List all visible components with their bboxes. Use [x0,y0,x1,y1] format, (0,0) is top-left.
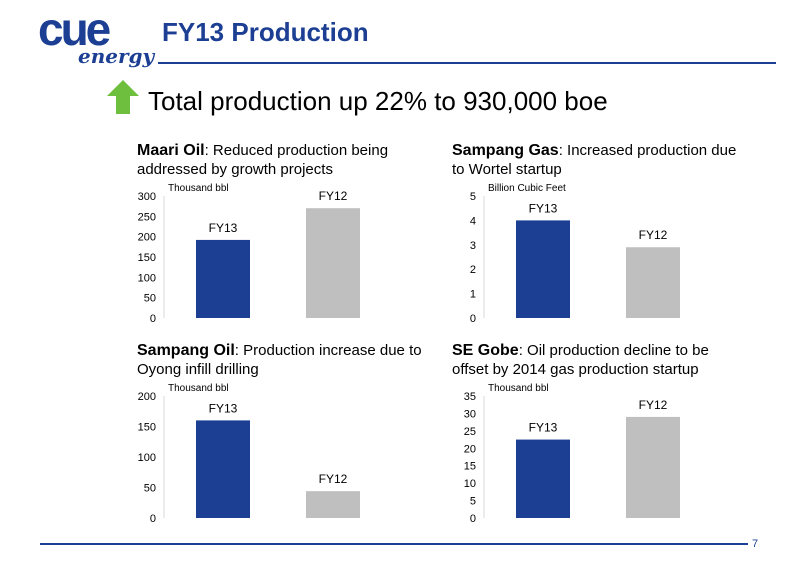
y-tick-label: 4 [470,215,476,227]
y-tick-label: 1 [470,289,476,301]
panel-3-text: : Production increase due to Oyong infil… [137,342,422,378]
bar-label: FY13 [529,421,558,435]
logo-sub-text: energy [78,44,155,68]
y-tick-label: 300 [138,191,156,203]
panel-4-subtitle: SE Gobe: Oil production decline to be of… [452,341,742,379]
bar-label: FY13 [209,221,238,235]
y-tick-label: 10 [464,478,476,490]
title-divider [158,62,776,64]
y-tick-label: 3 [470,240,476,252]
footer-divider [40,543,748,545]
bar-label: FY12 [639,228,668,242]
panel-4-text: : Oil production decline to be offset by… [452,342,709,378]
y-tick-label: 2 [470,264,476,276]
panel-3-heading: Sampang Oil [137,342,235,359]
y-tick-label: 5 [470,496,476,508]
y-tick-label: 50 [144,483,156,495]
bar-fy12 [306,208,360,318]
bar-label: FY12 [319,472,348,486]
y-tick-label: 150 [138,422,156,434]
bar-fy12 [306,491,360,518]
panel-1-text: : Reduced production being addressed by … [137,142,389,178]
bar-label: FY13 [209,401,238,415]
y-tick-label: 5 [470,191,476,203]
y-tick-label: 20 [464,443,476,455]
y-tick-label: 25 [464,426,476,438]
page-title: FY13 Production [162,17,369,47]
panel-1-heading: Maari Oil [137,142,205,159]
unit-label: Thousand bbl [488,383,549,394]
sampang-gas-chart: 0 1 2 3 4 5 Billion Cubic Feet FY13 FY12 [470,183,680,325]
y-tick-label: 50 [144,293,156,305]
y-tick-label: 150 [138,252,156,264]
logo-main-text: CUE [38,3,111,55]
bar-label: FY12 [639,398,668,412]
y-tick-label: 0 [150,513,156,525]
y-tick-label: 0 [470,313,476,325]
bar-label: FY12 [319,189,348,203]
y-tick-label: 35 [464,391,476,403]
up-arrow-icon [107,80,139,114]
bar-label: FY13 [529,201,558,215]
panel-4-heading: SE Gobe [452,342,519,359]
panel-2-text: : Increased production due to Wortel sta… [452,142,737,178]
y-tick-label: 100 [138,452,156,464]
sampang-oil-chart: 0 50 100 150 200 Thousand bbl FY13 FY12 [138,383,360,525]
unit-label: Thousand bbl [168,383,229,394]
bar-fy13 [516,439,570,518]
bar-fy13 [516,220,570,318]
y-tick-label: 200 [138,391,156,403]
page-number: 7 [752,538,759,550]
panel-2-heading: Sampang Gas [452,142,559,159]
headline-text: Total production up 22% to 930,000 boe [148,86,608,116]
y-tick-label: 250 [138,211,156,223]
panel-1-subtitle: Maari Oil: Reduced production being addr… [137,141,427,179]
panel-3-subtitle: Sampang Oil: Production increase due to … [137,341,427,379]
maari-oil-chart: 0 50 100 150 200 250 300 Thousand bbl FY13 FY12 [138,183,360,325]
unit-label: Thousand bbl [168,183,229,194]
unit-label: Billion Cubic Feet [488,183,566,194]
y-tick-label: 30 [464,408,476,420]
y-tick-label: 15 [464,461,476,473]
se-gobe-chart: 0 5 10 15 20 25 30 35 Thousand bbl FY13 FY12 [464,383,680,525]
y-tick-label: 200 [138,232,156,244]
y-tick-label: 0 [470,513,476,525]
bar-fy12 [626,247,680,318]
y-tick-label: 100 [138,272,156,284]
bar-fy12 [626,416,680,518]
y-tick-label: 0 [150,313,156,325]
cue-energy-logo: CUE energy [38,3,156,70]
bar-fy13 [196,239,250,318]
panel-2-subtitle: Sampang Gas: Increased production due to… [452,141,742,179]
bar-fy13 [196,420,250,518]
